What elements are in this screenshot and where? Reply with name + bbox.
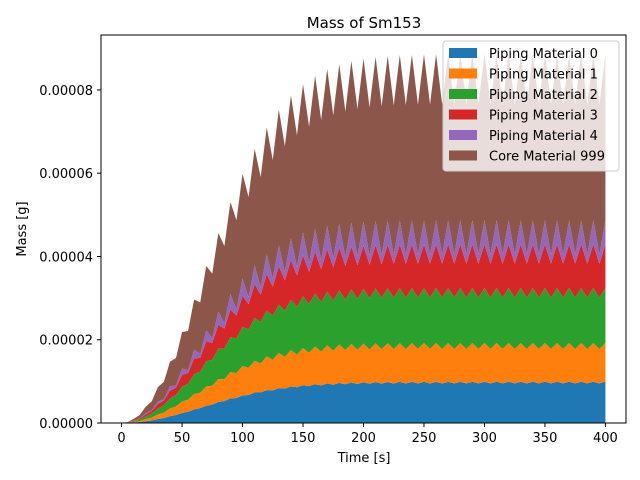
x-tick-label: 150 [291, 431, 316, 446]
y-tick-label: 0.00006 [39, 167, 93, 182]
x-tick-label: 250 [412, 431, 437, 446]
area-piping-material-0 [121, 381, 606, 423]
x-tick-label: 50 [174, 431, 191, 446]
area-piping-material-3 [121, 244, 606, 423]
legend-label: Piping Material 4 [489, 129, 598, 144]
x-axis-ticks: 0 50 100 150 200 250 300 350 400 [117, 423, 618, 446]
legend-label: Core Material 999 [489, 150, 605, 165]
x-tick-label: 0 [117, 431, 125, 446]
legend-swatch [449, 130, 477, 140]
legend-label: Piping Material 1 [489, 68, 598, 83]
area-piping-material-2 [121, 287, 606, 423]
legend-swatch [449, 48, 477, 58]
x-tick-label: 100 [230, 431, 255, 446]
legend-box [442, 40, 620, 172]
y-tick-label: 0.00004 [39, 250, 93, 265]
x-tick-label: 300 [472, 431, 497, 446]
x-axis-label: Time [s] [337, 451, 391, 466]
chart-title: Mass of Sm153 [307, 14, 422, 32]
legend-swatch [449, 89, 477, 99]
legend-swatch [449, 109, 477, 120]
legend: Piping Material 0 Piping Material 1 Piping… [442, 40, 620, 172]
area-piping-material-1 [121, 342, 606, 423]
legend-swatch [449, 68, 477, 79]
x-tick-label: 350 [533, 431, 558, 446]
x-tick-label: 200 [351, 431, 376, 446]
y-tick-label: 0.00000 [39, 417, 93, 432]
legend-label: Piping Material 3 [489, 109, 598, 124]
x-tick-label: 400 [593, 431, 618, 446]
y-tick-label: 0.00002 [39, 334, 93, 349]
y-tick-label: 0.00008 [39, 84, 93, 99]
area-piping-material-4 [121, 220, 606, 423]
legend-label: Piping Material 0 [489, 47, 598, 62]
legend-swatch [449, 150, 477, 161]
y-axis-ticks: 0.00000 0.00002 0.00004 0.00006 0.00008 [39, 84, 101, 432]
y-axis-label: Mass [g] [15, 201, 30, 256]
legend-label: Piping Material 2 [489, 88, 598, 103]
